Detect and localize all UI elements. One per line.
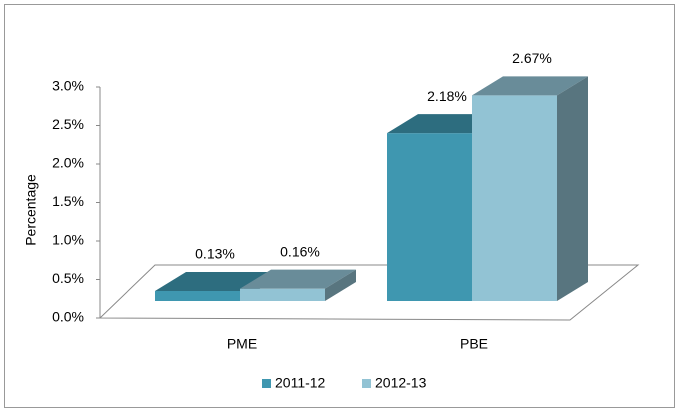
bar [472,95,557,301]
y-tick-label: 2.5% [52,116,84,132]
y-tick-label: 1.5% [52,193,84,209]
legend-swatch [362,379,371,388]
bar [240,288,325,301]
legend-label: 2011-12 [275,375,326,391]
y-tick-label: 0.5% [52,270,84,286]
bar [387,133,472,301]
legend-label: 2012-13 [375,375,427,391]
y-tick-label: 0.0% [52,309,84,325]
bar-side [557,76,588,301]
value-label: 2.18% [427,88,467,104]
bar-top [155,271,271,291]
y-tick-label: 1.0% [52,232,84,248]
y-axis-title: Percentage [23,174,39,246]
legend-swatch [262,379,271,388]
x-tick-label: PBE [460,336,488,352]
bar-top [472,76,588,96]
bar [155,290,240,301]
bar-top [240,269,356,289]
value-label: 2.67% [512,50,552,66]
value-label: 0.13% [195,246,235,262]
y-tick-label: 2.0% [52,155,84,171]
y-tick-label: 3.0% [52,78,84,94]
x-tick-label: PME [227,336,257,352]
value-label: 0.16% [280,243,320,259]
bar-side [325,269,356,301]
